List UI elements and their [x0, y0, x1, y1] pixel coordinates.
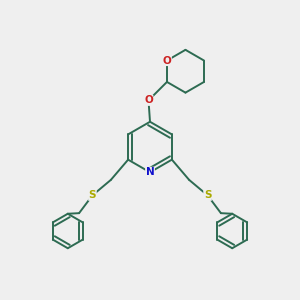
Text: S: S [89, 190, 96, 200]
Text: N: N [146, 167, 154, 177]
Text: S: S [204, 190, 211, 200]
Text: O: O [144, 95, 153, 105]
Text: O: O [163, 56, 171, 65]
